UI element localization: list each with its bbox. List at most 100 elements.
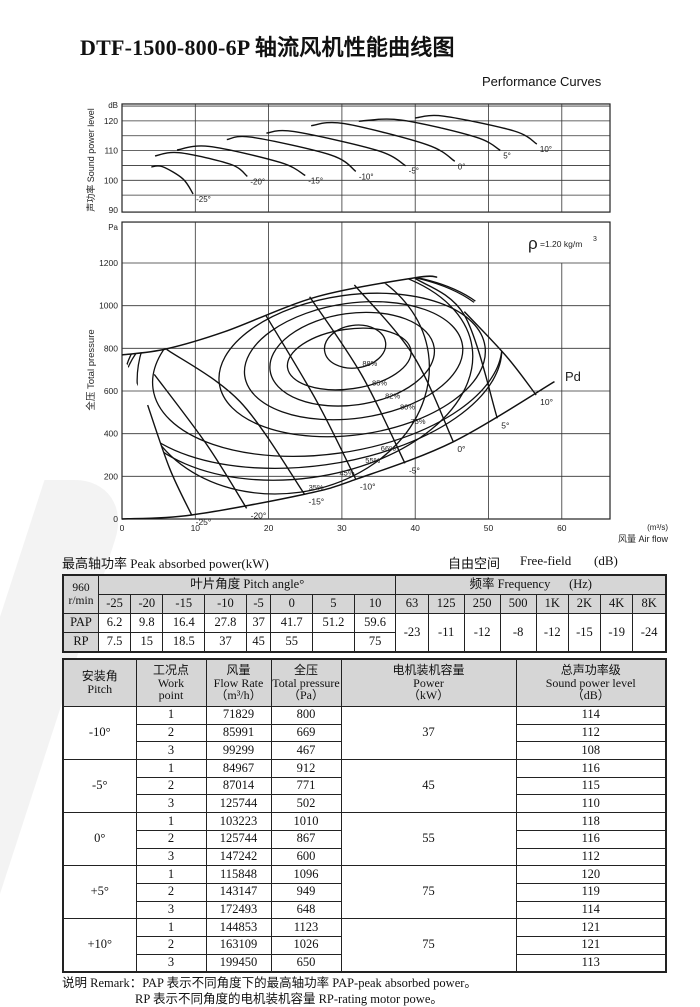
table-row: 2 125744 867 116 [63, 829, 667, 849]
rp-value: 75 [353, 632, 397, 653]
table-row: -10° 1 71829 800 37 114 [62, 705, 667, 761]
pitch-cell: 0° [62, 812, 137, 867]
pressure-plot-frame [121, 221, 611, 520]
rp-value [312, 632, 355, 653]
work-point-cell: 1 [135, 865, 207, 884]
sound-plot-frame [121, 103, 611, 213]
total-pressure-cell: 1096 [270, 865, 342, 884]
total-pressure-cell: 648 [270, 900, 342, 920]
pap-value: 37 [245, 613, 272, 633]
power-cell: 37 [340, 705, 517, 761]
pitch-curve [463, 311, 537, 396]
sound-power-cell: 119 [515, 882, 667, 902]
total-pressure-cell: 502 [270, 794, 342, 814]
efficiency-label: 80% [400, 403, 415, 412]
frequency-cell: 250 [463, 594, 501, 614]
work-point-cell: 3 [135, 741, 207, 761]
efficiency-label: 55% [365, 456, 380, 465]
efficiency-contour [243, 301, 464, 421]
work-point-cell: 3 [135, 847, 207, 867]
efficiency-label: 88% [362, 359, 377, 368]
column-header-line: Work [157, 675, 185, 690]
column-header-line: Power [413, 675, 444, 690]
power-cell: 75 [340, 918, 517, 973]
sound-power-cell: 112 [515, 847, 667, 867]
sound-curve [415, 114, 538, 145]
sound-power-cell: 115 [515, 776, 667, 796]
sound-power-cell: 112 [515, 723, 667, 743]
flow-rate-cell: 84967 [205, 759, 272, 778]
x-axis-label: 风量 Air flow [618, 534, 669, 544]
sound-curve-label: -20° [250, 177, 265, 186]
sound-level-value: -11 [427, 613, 465, 653]
column-header: 电机装机容量 Power （kW） [340, 658, 517, 707]
table-row: 2 143147 949 119 [63, 882, 667, 902]
work-point-cell: 2 [135, 829, 207, 849]
pressure-y-tick-label: 200 [104, 471, 118, 481]
x-tick-label: 40 [410, 523, 420, 533]
column-header-line: Pitch [87, 682, 113, 696]
sound-y-unit: dB [108, 101, 118, 110]
table-row: 2 85991 669 112 [63, 723, 667, 743]
work-point-cell: 3 [135, 794, 207, 814]
sound-curve-label: -10° [359, 172, 374, 181]
sound-level-value: -23 [395, 613, 429, 653]
efficiency-label: 82% [385, 392, 400, 401]
sound-y-tick-label: 100 [104, 175, 118, 185]
sound-power-cell: 110 [515, 794, 667, 814]
pitch-angle-cell: 5 [312, 594, 355, 614]
density-symbol: ρ [528, 234, 538, 253]
table-row: 2 87014 771 115 [63, 776, 667, 796]
column-header: 风量 Flow Rate （m³/h） [205, 658, 272, 707]
pitch-angle-cell: -10 [204, 594, 247, 614]
sound-level-value: -8 [499, 613, 537, 653]
sound-curve [311, 121, 456, 162]
rp-value: 15 [130, 632, 164, 653]
column-header-line: （Pa） [287, 688, 324, 703]
sound-power-cell: 114 [515, 900, 667, 920]
column-header-line: 总声功率级 [560, 663, 621, 678]
table-row: 0° 1 103223 1010 55 118 [62, 812, 667, 867]
efficiency-label: 85% [372, 378, 387, 387]
pitch-curve [414, 277, 498, 419]
total-pressure-cell: 1010 [270, 812, 342, 831]
flow-rate-cell: 99299 [205, 741, 272, 761]
column-header-line: （m³/h） [215, 688, 262, 703]
x-tick-label: 30 [337, 523, 347, 533]
pressure-y-axis-label: 全压 Total pressure [85, 329, 97, 410]
sound-curve [176, 145, 306, 177]
pap-value: 16.4 [162, 613, 206, 633]
pitch-curve-label: 0° [457, 444, 465, 454]
column-header: 工况点 Work point [135, 658, 207, 707]
sound-level-value: -12 [463, 613, 501, 653]
sound-power-cell: 120 [515, 865, 667, 884]
pap-row-label: PAP [62, 613, 99, 633]
pap-value: 51.2 [312, 613, 355, 633]
rp-row-label: RP [62, 632, 99, 653]
pitch-angle-cell: -25 [97, 594, 132, 614]
frequency-cell: 2K [567, 594, 602, 614]
work-point-cell: 3 [135, 900, 207, 920]
pitch-curve-label: -10° [360, 481, 376, 491]
pitch-angle-cell: -5 [245, 594, 272, 614]
work-point-cell: 2 [135, 723, 207, 743]
pitch-curve-label: -5° [409, 465, 420, 475]
work-point-cell: 1 [135, 812, 207, 831]
pitch-curve [166, 348, 306, 495]
pitch-curve-label: 5° [501, 420, 509, 430]
rp-value: 55 [270, 632, 314, 653]
frequency-cell: 4K [600, 594, 634, 614]
total-pressure-cell: 650 [270, 953, 342, 973]
total-pressure-cell: 1026 [270, 935, 342, 955]
page-title: DTF-1500-800-6P 轴流风机性能曲线图 [80, 35, 455, 60]
work-point-cell: 1 [135, 759, 207, 778]
work-point-cell: 1 [135, 706, 207, 725]
rp-value: 7.5 [97, 632, 132, 653]
flow-rate-cell: 85991 [205, 723, 272, 743]
pitch-curve [146, 404, 193, 516]
rp-value: 18.5 [162, 632, 206, 653]
pitch-angle-cell: 10 [353, 594, 397, 614]
total-pressure-cell: 800 [270, 706, 342, 725]
flow-rate-cell: 199450 [205, 953, 272, 973]
surge-envelope-curve [121, 275, 438, 356]
